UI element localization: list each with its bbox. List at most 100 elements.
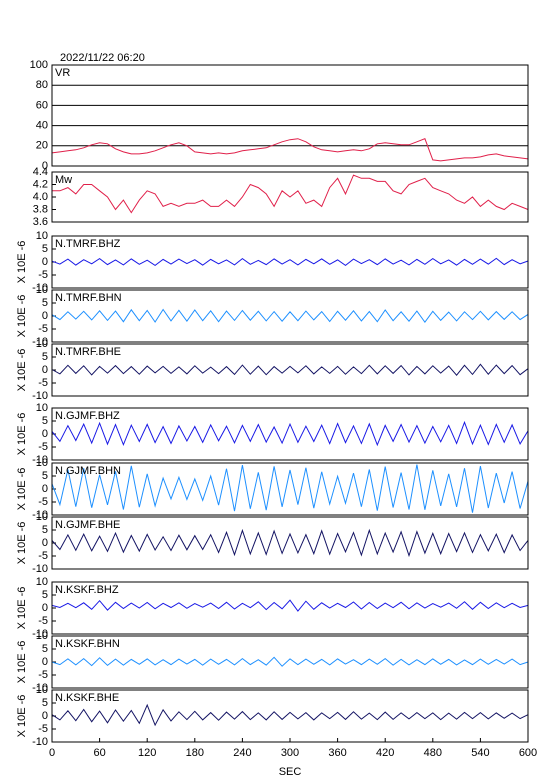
trace-line	[51, 656, 529, 667]
trace-line	[52, 174, 529, 214]
y-tick-label: 0	[42, 710, 48, 722]
panel-label: VR	[55, 67, 70, 79]
panel-frame	[51, 64, 529, 167]
y-axis-label: X 10E -6	[16, 695, 28, 738]
y-tick-label: -5	[38, 550, 48, 562]
trace-line	[51, 703, 529, 727]
y-tick-label: -5	[38, 615, 48, 627]
y-tick-label: 3.8	[33, 203, 48, 215]
y-tick-label: -10	[32, 509, 48, 521]
panel-frame	[51, 289, 529, 343]
x-tick-label: 120	[138, 747, 156, 759]
y-tick-label: 10	[36, 284, 48, 296]
y-tick-label: 80	[36, 79, 48, 91]
trace-line	[51, 420, 529, 447]
chart-title: 2022/11/22 06:20	[60, 52, 145, 64]
y-tick-label: 3.6	[33, 216, 48, 228]
trace-line	[51, 363, 529, 376]
panel-frame	[51, 462, 529, 516]
panel-frame	[51, 516, 529, 570]
panel-frame	[51, 407, 529, 461]
panel-frame	[51, 235, 529, 289]
y-axis-label: X 10E -6	[16, 587, 28, 630]
trace-line	[51, 308, 529, 324]
panel-label: N.GJMF.BHZ	[55, 410, 120, 422]
y-tick-label: 5	[42, 351, 48, 363]
x-tick-label: 480	[424, 747, 442, 759]
x-tick-label: 420	[376, 747, 394, 759]
y-tick-label: 10	[36, 511, 48, 523]
y-tick-label: 0	[42, 256, 48, 268]
x-tick-label: 300	[281, 747, 299, 759]
y-tick-label: -5	[38, 269, 48, 281]
y-axis-label: X 10E -6	[16, 641, 28, 684]
y-tick-label: 10	[36, 402, 48, 414]
y-tick-label: 5	[42, 415, 48, 427]
y-tick-label: 5	[42, 697, 48, 709]
y-tick-label: 60	[36, 99, 48, 111]
y-axis-label: X 10E -6	[16, 522, 28, 565]
panel-frame	[51, 581, 529, 635]
y-tick-label: 40	[36, 120, 48, 132]
y-tick-label: 0	[42, 602, 48, 614]
y-tick-label: 4.0	[33, 191, 48, 203]
panel-frame	[51, 343, 529, 397]
panel-label: N.GJMF.BHE	[55, 519, 120, 531]
y-tick-label: 5	[42, 470, 48, 482]
y-tick-label: -5	[38, 669, 48, 681]
y-tick-label: -10	[32, 736, 48, 748]
panel-label: N.KSKF.BHN	[55, 638, 120, 650]
y-tick-label: 4.4	[33, 166, 48, 178]
y-axis-label: X 10E -6	[16, 468, 28, 511]
y-tick-label: 0	[42, 160, 48, 172]
x-tick-label: 360	[328, 747, 346, 759]
y-tick-label: 0	[42, 310, 48, 322]
y-axis-label: X 10E -6	[16, 241, 28, 284]
panel-label: N.TMRF.BHN	[55, 292, 122, 304]
y-tick-label: -10	[32, 563, 48, 575]
x-tick-label: 60	[93, 747, 105, 759]
y-tick-label: 5	[42, 243, 48, 255]
panel-frame	[51, 689, 529, 743]
y-tick-label: 4.2	[33, 178, 48, 190]
y-tick-label: 10	[36, 576, 48, 588]
y-tick-label: -5	[38, 323, 48, 335]
y-axis-label: X 10E -6	[16, 295, 28, 338]
panel-label: N.KSKF.BHE	[55, 692, 119, 704]
y-tick-label: -5	[38, 441, 48, 453]
y-tick-label: 10	[36, 457, 48, 469]
y-tick-label: 5	[42, 524, 48, 536]
y-tick-label: 0	[42, 428, 48, 440]
y-tick-label: -10	[32, 390, 48, 402]
y-tick-label: -5	[38, 377, 48, 389]
panel-label: N.KSKF.BHZ	[55, 584, 119, 596]
y-tick-label: 100	[30, 59, 48, 71]
x-axis-label: SEC	[279, 766, 302, 778]
panel-frame	[51, 171, 529, 223]
y-tick-label: -10	[32, 682, 48, 694]
y-tick-label: 5	[42, 589, 48, 601]
trace-line	[51, 464, 529, 513]
x-tick-label: 180	[186, 747, 204, 759]
y-tick-label: 0	[42, 656, 48, 668]
y-tick-label: -5	[38, 723, 48, 735]
y-tick-label: 0	[42, 364, 48, 376]
y-tick-label: -10	[32, 454, 48, 466]
x-tick-label: 0	[49, 747, 55, 759]
y-tick-label: 5	[42, 643, 48, 655]
y-tick-label: -5	[38, 496, 48, 508]
y-tick-label: 0	[42, 537, 48, 549]
y-tick-label: -10	[32, 336, 48, 348]
y-tick-label: 10	[36, 684, 48, 696]
trace-line	[51, 257, 529, 267]
y-axis-label: X 10E -6	[16, 413, 28, 456]
x-tick-label: 600	[519, 747, 537, 759]
trace-line	[51, 599, 529, 612]
panel-label: N.GJMF.BHN	[55, 465, 121, 477]
y-tick-label: 10	[36, 338, 48, 350]
x-tick-label: 240	[233, 747, 251, 759]
y-tick-label: 0	[42, 483, 48, 495]
panel-frame	[51, 635, 529, 689]
trace-line	[51, 528, 529, 558]
